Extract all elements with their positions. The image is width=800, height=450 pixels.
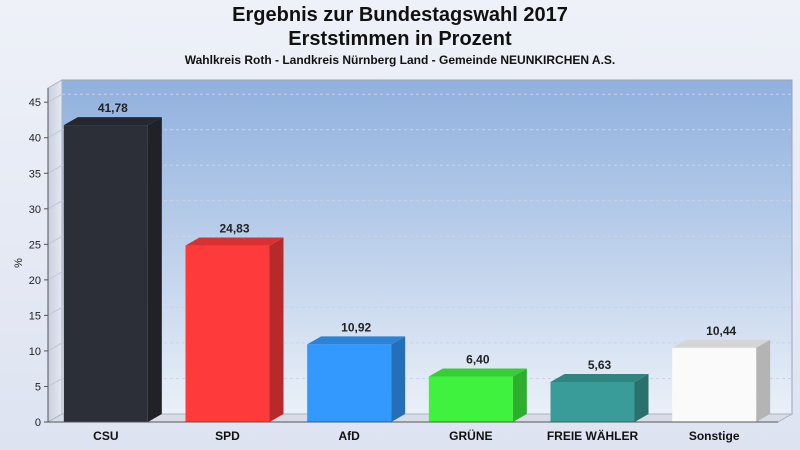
bar-value-label: 5,63 <box>588 358 612 372</box>
y-tick-label: 0 <box>35 417 41 429</box>
chart-caption: Wahlkreis Roth - Landkreis Nürnberg Land… <box>184 53 616 67</box>
x-tick-label: FREIE WÄHLER <box>547 428 639 443</box>
bar-top <box>550 373 649 382</box>
bar <box>307 344 392 422</box>
y-tick-label: 5 <box>35 381 41 393</box>
bar-top <box>185 237 284 246</box>
plot-background <box>61 79 793 415</box>
bar-top <box>307 336 406 345</box>
gridline-side <box>47 306 63 316</box>
bar-side <box>269 237 284 422</box>
gridline-side <box>47 164 63 174</box>
gridline-side <box>47 93 63 103</box>
bar-value-label: 6,40 <box>466 353 490 367</box>
chart-title: Ergebnis zur Bundestagswahl 2017 <box>232 4 568 26</box>
bar-side <box>756 339 771 422</box>
gridline-side <box>47 271 63 281</box>
y-tick-label: 15 <box>29 310 41 322</box>
bar <box>550 381 635 422</box>
x-tick-label: GRÜNE <box>449 428 492 443</box>
bar <box>63 125 148 422</box>
bar-top <box>428 368 527 377</box>
bar-value-label: 10,44 <box>706 324 736 338</box>
bar-value-label: 10,92 <box>341 320 371 334</box>
bar-value-label: 24,83 <box>219 222 249 236</box>
chart-subtitle: Erststimmen in Prozent <box>288 28 512 50</box>
gridline-side <box>47 235 63 245</box>
gridline-side <box>47 378 63 387</box>
bar-top <box>63 117 162 126</box>
x-tick-label: AfD <box>339 429 361 443</box>
bar-side <box>512 368 527 422</box>
y-tick-label: 35 <box>29 168 41 180</box>
y-tick-label: 30 <box>29 204 41 216</box>
bar <box>185 245 270 422</box>
bar-side <box>391 336 406 422</box>
y-tick-label: 25 <box>29 239 41 251</box>
bar-side <box>634 373 649 422</box>
bar <box>428 376 513 422</box>
gridline-side <box>47 200 63 210</box>
bar-side <box>147 117 162 422</box>
y-tick-label: 45 <box>29 97 41 109</box>
gridline-side <box>47 342 63 352</box>
bar-top <box>672 339 771 348</box>
bar-value-label: 41,78 <box>98 101 128 115</box>
y-tick-label: 40 <box>29 133 41 145</box>
x-tick-label: CSU <box>93 429 118 443</box>
y-axis-label: % <box>13 258 25 268</box>
x-tick-label: SPD <box>215 429 240 443</box>
x-tick-label: Sonstige <box>689 429 740 443</box>
y-tick-label: 20 <box>29 275 41 287</box>
gridline-side <box>47 129 63 139</box>
bar <box>672 347 757 422</box>
y-tick-label: 10 <box>29 346 41 358</box>
